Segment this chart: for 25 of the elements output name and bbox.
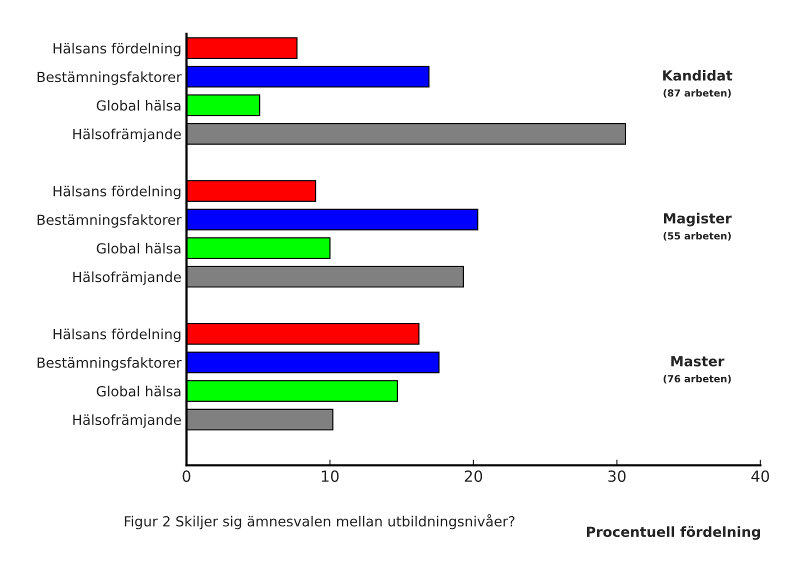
y-tick-label: Bestämningsfaktorer <box>38 357 182 371</box>
y-tick-label: Hälsofrämjande <box>73 414 181 428</box>
annotation: (55 arbeten) <box>664 232 731 241</box>
annotation: (87 arbeten) <box>664 89 731 98</box>
y-tick-label: Hälsans fördelning <box>54 42 180 56</box>
y-tick-label: Bestämningsfaktorer <box>38 214 182 228</box>
x-tick-label: 10 <box>322 470 339 482</box>
y-tick-label: Hälsans fördelning <box>54 186 180 200</box>
y-tick-label: Global hälsa <box>96 100 180 111</box>
x-tick-label: 30 <box>608 470 626 482</box>
annotation: Magister <box>664 212 732 226</box>
x-tick-label: 40 <box>751 470 770 482</box>
y-tick-label: Hälsans fördelning <box>54 328 180 342</box>
text: Figur 2 Skiljer sig ämnesvalen mellan utbildningsnivåer? <box>124 514 514 530</box>
annotation: (76 arbeten) <box>664 374 731 384</box>
x-axis-title: Procentuell fördelning <box>586 526 760 540</box>
y-tick-label: Global hälsa <box>96 242 180 254</box>
y-tick-label: Hälsofrämjande <box>73 128 181 142</box>
y-tick-label: Hälsofrämjande <box>73 271 181 285</box>
y-tick-label: Global hälsa <box>96 386 180 396</box>
x-tick-label: 0 <box>182 470 190 482</box>
annotation: Kandidat <box>663 70 732 81</box>
y-tick-label: Bestämningsfaktorer <box>38 71 182 85</box>
annotation: Master <box>671 356 724 366</box>
x-tick-label: 20 <box>464 470 482 482</box>
